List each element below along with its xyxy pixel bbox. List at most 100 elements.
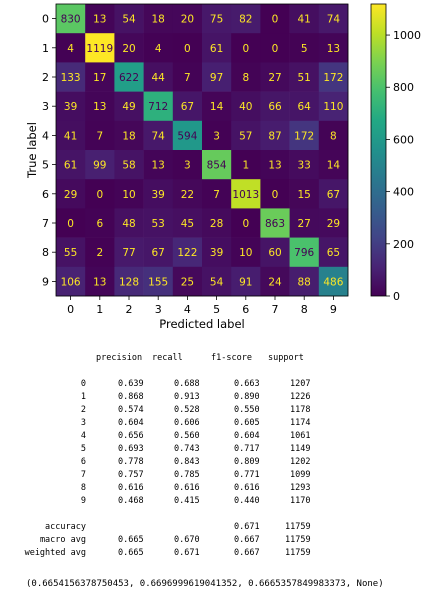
report-recall: 0.913 [174,392,200,402]
report-row: 2 0.574 0.528 0.550 1178 [0,404,438,417]
matrix-cell [289,33,320,63]
cell-value-label: 4 [155,43,162,55]
matrix-cell [231,33,261,63]
report-f1: 0.667 [234,548,260,558]
cell-value-label: 13 [268,160,281,172]
report-recall: 0.528 [174,405,200,415]
matrix-cell [56,120,86,151]
report-spacer [0,508,438,521]
matrix-cell [202,266,232,297]
report-recall: 0.671 [174,548,200,558]
cell-value-label: 0 [272,189,279,201]
cell-value-label: 796 [294,247,314,259]
cell-value-label: 82 [239,14,252,26]
report-header-cell: f1-score [211,353,252,363]
cell-value-label: 14 [210,101,224,113]
cell-value-label: 44 [152,72,166,84]
cell-value-label: 39 [64,101,77,113]
x-tick-label: 0 [67,303,74,316]
matrix-cell [202,150,232,180]
report-class-label: 5 [80,444,86,454]
x-tick-label: 9 [330,303,337,316]
report-row: 8 0.616 0.616 0.616 1293 [0,482,438,495]
matrix-cell [85,33,115,63]
matrix-cell [260,33,290,63]
report-support: 1202 [290,457,311,467]
report-precision: 0.639 [118,379,144,389]
cell-value-label: 830 [61,14,81,26]
cell-value-label: 0 [67,218,74,230]
cell-value-label: 57 [239,130,252,142]
cell-value-label: 1 [242,160,249,172]
cell-value-label: 41 [298,14,311,26]
cell-value-label: 27 [268,72,281,84]
report-precision: 0.693 [118,444,144,454]
matrix-cell [143,150,174,180]
matrix-cell [202,208,232,238]
report-support: 1178 [290,405,311,415]
matrix-cell [260,237,290,268]
matrix-cell [202,237,232,268]
matrix-cell [318,4,349,34]
cell-value-label: 53 [152,218,165,230]
report-recall: 0.560 [174,431,200,441]
report-recall: 0.785 [174,470,200,480]
cell-value-label: 65 [327,247,340,259]
matrix-cell [231,4,261,34]
cell-value-label: 10 [239,247,252,259]
cell-value-label: 39 [210,247,223,259]
matrix-cell [318,266,349,297]
matrix-cell [231,208,261,238]
cell-value-label: 5 [301,43,308,55]
x-tick-label: 3 [155,303,162,316]
report-class-label: 2 [80,405,86,415]
report-class-label: 4 [80,431,86,441]
cell-value-label: 39 [152,189,165,201]
matrix-cell [231,150,261,180]
cell-value-label: 14 [327,160,341,172]
cell-value-label: 122 [177,247,197,259]
matrix-cell [143,33,174,63]
cell-value-label: 61 [64,160,77,172]
matrix-cell [114,208,144,238]
report-row: 7 0.757 0.785 0.771 1099 [0,469,438,482]
matrix-cell [289,179,320,209]
report-class-label: 3 [80,418,86,428]
matrix-frame [55,3,349,297]
cell-value-label: 7 [96,130,103,142]
cell-value-label: 594 [177,130,197,142]
matrix-cell [289,150,320,180]
colorbar-tick-label: 200 [393,238,414,251]
report-support: 1293 [290,483,311,493]
cell-value-label: 88 [298,276,311,288]
cell-value-label: 67 [152,247,165,259]
matrix-cell [260,4,290,34]
matrix-cell [85,179,115,209]
matrix-cell [172,91,203,122]
matrix-cell [318,33,349,63]
matrix-cell [143,237,174,268]
matrix-cell [114,62,144,92]
matrix-cell [289,62,320,92]
cell-value-label: 486 [323,276,343,288]
report-support: 11759 [285,535,311,545]
colorbar [370,3,387,297]
matrix-cell [114,266,144,297]
report-precision: 0.665 [118,535,144,545]
cell-value-label: 172 [294,130,314,142]
matrix-cell [318,237,349,268]
report-precision: 0.656 [118,431,144,441]
matrix-cell [172,179,203,209]
report-row: 4 0.656 0.560 0.604 1061 [0,430,438,443]
cell-value-label: 18 [122,130,135,142]
matrix-cell [114,4,144,34]
report-recall: 0.606 [174,418,200,428]
matrix-cell [143,208,174,238]
cell-value-label: 97 [210,72,223,84]
report-header-cell: support [268,353,304,363]
cell-value-label: 55 [64,247,77,259]
matrix-cell [85,237,115,268]
matrix-cell [85,208,115,238]
matrix-cell [172,237,203,268]
report-f1: 0.671 [234,522,260,532]
